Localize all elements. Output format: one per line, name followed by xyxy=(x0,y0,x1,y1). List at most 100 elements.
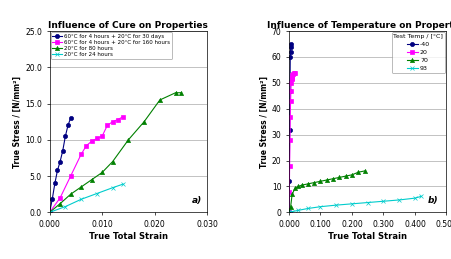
60°C for 4 hours + 20°C for 160 hours xyxy=(68,175,74,178)
60°C for 4 hours + 20°C for 160 hours xyxy=(105,124,110,127)
20 xyxy=(287,164,292,167)
60°C for 4 hours + 20°C for 30 days xyxy=(50,198,55,201)
Title: Influence of Temperature on Properties: Influence of Temperature on Properties xyxy=(267,21,451,30)
60°C for 4 hours + 20°C for 160 hours xyxy=(89,140,94,143)
-40 xyxy=(286,211,292,214)
20 xyxy=(288,99,293,103)
-40 xyxy=(287,89,293,92)
-40 xyxy=(289,42,294,46)
X-axis label: True Total Strain: True Total Strain xyxy=(328,232,407,241)
60°C for 4 hours + 20°C for 160 hours xyxy=(78,153,84,156)
70 xyxy=(312,181,317,184)
20 xyxy=(287,138,293,141)
20°C for 80 hours xyxy=(142,120,147,123)
70 xyxy=(324,178,330,182)
Line: 60°C for 4 hours + 20°C for 30 days: 60°C for 4 hours + 20°C for 30 days xyxy=(47,116,73,214)
20°C for 80 hours xyxy=(57,202,63,205)
Y-axis label: True Stress / [N/mm²]: True Stress / [N/mm²] xyxy=(260,76,269,168)
20°C for 80 hours xyxy=(47,211,52,214)
70 xyxy=(337,176,342,179)
20°C for 80 hours xyxy=(78,185,84,189)
93 xyxy=(419,195,424,198)
20°C for 80 hours xyxy=(68,193,74,196)
20°C for 80 hours xyxy=(173,91,178,94)
93 xyxy=(365,201,370,204)
20 xyxy=(289,81,294,84)
20°C for 80 hours xyxy=(89,178,94,181)
20 xyxy=(290,74,295,77)
93 xyxy=(290,210,295,213)
60°C for 4 hours + 20°C for 160 hours xyxy=(83,144,89,147)
70 xyxy=(343,175,349,178)
60°C for 4 hours + 20°C for 160 hours xyxy=(99,135,105,138)
60°C for 4 hours + 20°C for 30 days xyxy=(60,149,65,152)
20°C for 24 hours xyxy=(78,198,84,201)
20°C for 24 hours xyxy=(110,186,115,189)
20°C for 80 hours xyxy=(157,98,162,102)
70 xyxy=(362,169,367,172)
93 xyxy=(296,209,301,212)
Y-axis label: True Stress / [N/mm²]: True Stress / [N/mm²] xyxy=(14,76,22,168)
60°C for 4 hours + 20°C for 30 days xyxy=(57,160,63,163)
60°C for 4 hours + 20°C for 30 days xyxy=(52,182,58,185)
Line: 70: 70 xyxy=(287,169,367,214)
20°C for 80 hours xyxy=(99,171,105,174)
70 xyxy=(305,182,311,185)
60°C for 4 hours + 20°C for 30 days xyxy=(65,124,71,127)
93 xyxy=(318,205,323,208)
70 xyxy=(331,177,336,180)
60°C for 4 hours + 20°C for 160 hours xyxy=(94,137,100,140)
70 xyxy=(286,211,292,214)
Line: -40: -40 xyxy=(287,42,293,214)
60°C for 4 hours + 20°C for 160 hours xyxy=(115,118,120,121)
20 xyxy=(288,89,294,92)
Line: 60°C for 4 hours + 20°C for 160 hours: 60°C for 4 hours + 20°C for 160 hours xyxy=(47,114,125,214)
70 xyxy=(290,193,295,196)
93 xyxy=(305,207,311,210)
93 xyxy=(396,198,402,202)
X-axis label: True Total Strain: True Total Strain xyxy=(89,232,168,241)
Text: a): a) xyxy=(191,196,202,205)
-40 xyxy=(287,128,292,131)
93 xyxy=(381,200,386,203)
60°C for 4 hours + 20°C for 30 days xyxy=(55,169,60,172)
60°C for 4 hours + 20°C for 160 hours xyxy=(110,120,115,123)
Line: 20°C for 80 hours: 20°C for 80 hours xyxy=(47,91,183,214)
70 xyxy=(288,206,293,209)
-40 xyxy=(288,50,293,53)
20 xyxy=(288,115,293,118)
60°C for 4 hours + 20°C for 160 hours xyxy=(47,211,52,214)
20°C for 80 hours xyxy=(110,160,115,163)
20 xyxy=(290,72,295,75)
60°C for 4 hours + 20°C for 160 hours xyxy=(120,115,126,118)
60°C for 4 hours + 20°C for 30 days xyxy=(68,117,74,120)
93 xyxy=(334,204,339,207)
Text: b): b) xyxy=(428,196,438,205)
20°C for 80 hours xyxy=(126,138,131,141)
20 xyxy=(293,71,298,74)
60°C for 4 hours + 20°C for 30 days xyxy=(47,211,52,214)
Legend: 60°C for 4 hours + 20°C for 30 days, 60°C for 4 hours + 20°C for 160 hours, 20°C: 60°C for 4 hours + 20°C for 30 days, 60°… xyxy=(51,32,172,59)
70 xyxy=(349,173,354,176)
20 xyxy=(286,190,292,193)
93 xyxy=(286,211,292,214)
-40 xyxy=(288,55,293,59)
20 xyxy=(286,211,292,214)
60°C for 4 hours + 20°C for 30 days xyxy=(63,135,68,138)
20°C for 24 hours xyxy=(63,205,68,208)
20°C for 24 hours xyxy=(47,211,52,214)
93 xyxy=(412,197,418,200)
70 xyxy=(299,184,304,187)
Legend: -40, 20, 70, 93: -40, 20, 70, 93 xyxy=(391,32,445,73)
20°C for 24 hours xyxy=(120,183,126,186)
Line: 20: 20 xyxy=(287,70,297,214)
Title: Influence of Cure on Properties: Influence of Cure on Properties xyxy=(48,21,208,30)
60°C for 4 hours + 20°C for 160 hours xyxy=(57,196,63,199)
20 xyxy=(291,71,296,74)
70 xyxy=(318,180,323,183)
Line: 20°C for 24 hours: 20°C for 24 hours xyxy=(47,182,125,214)
-40 xyxy=(288,45,294,48)
70 xyxy=(355,171,361,174)
20 xyxy=(289,77,294,81)
20 xyxy=(289,76,295,79)
